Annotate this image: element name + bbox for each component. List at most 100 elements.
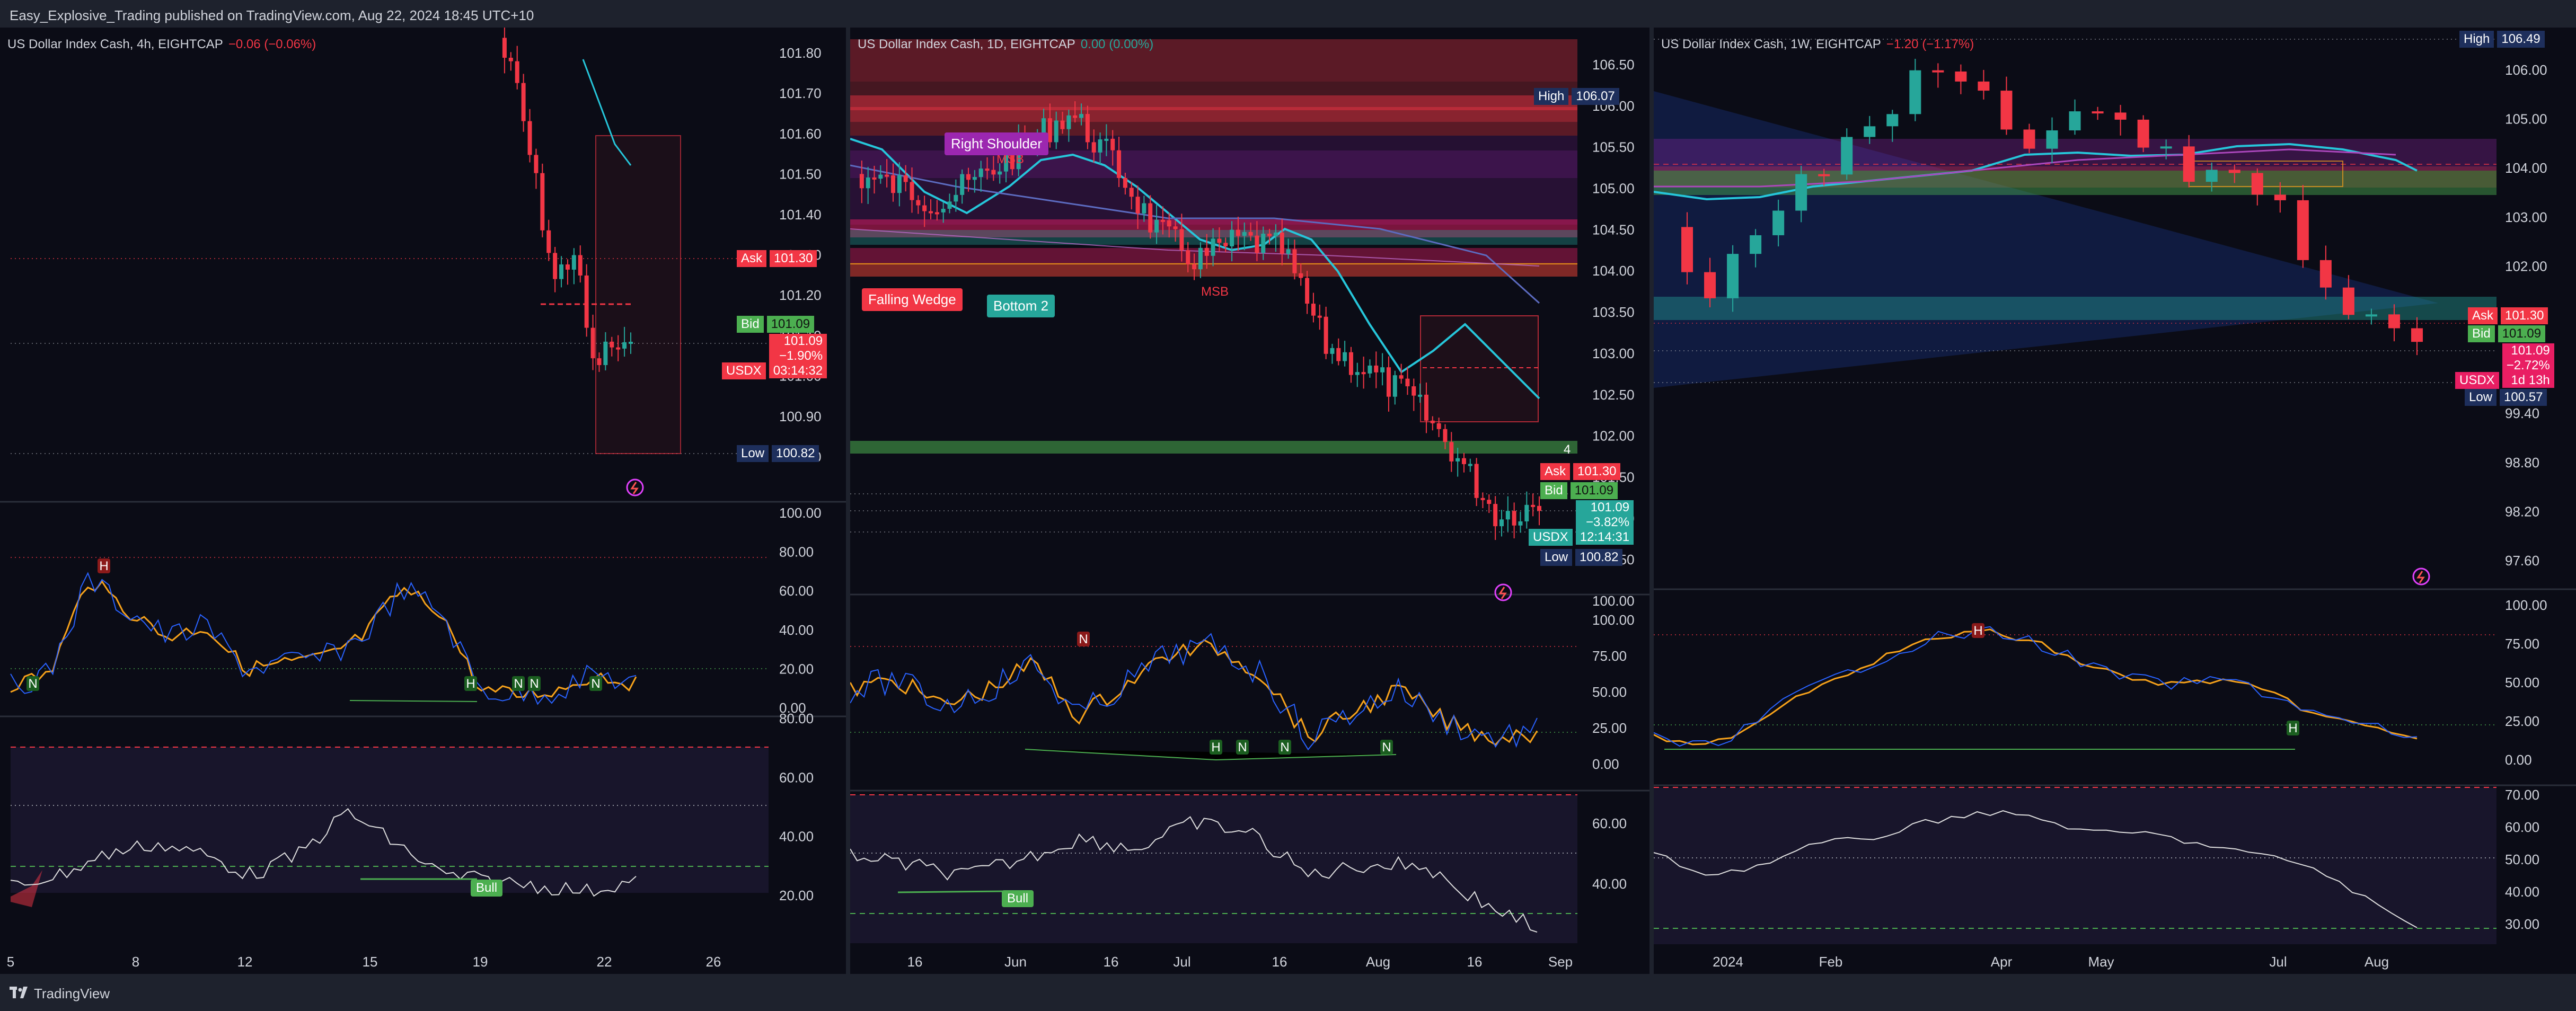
- price-axis-tick: 25.00: [1592, 720, 1627, 736]
- candle-body: [859, 174, 864, 189]
- rsi-signal-text: H: [2288, 721, 2297, 735]
- time-axis-tick: 15: [363, 954, 378, 970]
- candle-body: [521, 83, 526, 121]
- price-axis-tick: 70.00: [2505, 787, 2539, 803]
- time-axis-tick: 16: [907, 954, 923, 970]
- chart-canvas-4h[interactable]: 101.80101.70101.60101.50101.40101.30101.…: [0, 28, 846, 974]
- price-axis-tick: 106.00: [2505, 62, 2547, 78]
- candle-body: [1955, 71, 1967, 82]
- rsi-signal-text: N: [28, 677, 37, 691]
- chart-panel-1w[interactable]: 106.00105.00104.00103.00102.00101.00100.…: [1654, 28, 2576, 974]
- ask-price-label: Ask 101.30: [2468, 307, 2548, 324]
- price-axis-tick: 101.50: [779, 166, 822, 182]
- falling-wedge-label: Falling Wedge: [862, 288, 963, 311]
- chart-canvas-1d[interactable]: MSB MSB 106.50106.00105.50105.00104.5010…: [850, 28, 1649, 974]
- candle-body: [1909, 70, 1921, 114]
- candle-body: [2137, 119, 2149, 148]
- ask-price-label: Ask 101.30: [1540, 463, 1621, 480]
- candle-body: [1487, 500, 1492, 504]
- msb-label-2: MSB: [1201, 285, 1229, 299]
- candle-body: [1248, 232, 1253, 236]
- candle-body: [1186, 250, 1190, 264]
- symbol-legend[interactable]: US Dollar Index Cash, 4h, EIGHTCAP −0.06 …: [7, 37, 316, 52]
- candle-body: [1148, 203, 1153, 233]
- price-axis-tick: 99.40: [2505, 405, 2539, 421]
- rsi-signal-marker: [1236, 740, 1249, 755]
- rsi-signal-marker: [1077, 632, 1090, 646]
- price-axis-tick: 105.00: [2505, 111, 2547, 127]
- price-axis-tick: 40.00: [779, 829, 814, 845]
- time-axis-tick: 12: [237, 954, 253, 970]
- candle-body: [2023, 129, 2035, 149]
- rsi-signal-marker: [528, 676, 541, 691]
- candle-body: [616, 347, 621, 350]
- candle-body: [502, 38, 507, 58]
- brand-name: TradingView: [34, 986, 110, 1001]
- candle-body: [2092, 111, 2104, 114]
- candle-body: [2365, 314, 2377, 317]
- price-axis-tick: 104.00: [2505, 160, 2547, 176]
- candle-body: [954, 194, 958, 202]
- candle-body: [934, 212, 939, 215]
- price-axis-tick: 101.60: [779, 126, 822, 141]
- candle-body: [1317, 315, 1322, 318]
- rsi-signal-text: N: [1238, 740, 1247, 755]
- candle-body: [553, 253, 558, 279]
- time-axis-tick: Jul: [1173, 954, 1190, 970]
- rsi-signal-marker: [1972, 623, 1984, 638]
- price-axis-tick: 101.80: [779, 45, 822, 61]
- candle-body: [1772, 210, 1785, 235]
- bid-price-label: Bid 101.09: [1540, 482, 1618, 499]
- candle-body: [1142, 203, 1146, 214]
- candle-body: [1230, 229, 1234, 246]
- candle-body: [941, 209, 946, 212]
- price-axis-tick: 75.00: [1592, 648, 1627, 664]
- candle-body: [966, 174, 971, 180]
- bid-price-label: Bid 101.09: [737, 316, 815, 333]
- candle-body: [910, 182, 914, 200]
- price-axis-tick: 40.00: [779, 622, 814, 638]
- time-axis-tick: Jul: [2269, 954, 2287, 970]
- rsi-signal-text: N: [591, 677, 600, 691]
- symbol-legend[interactable]: US Dollar Index Cash, 1W, EIGHTCAP −1.20 …: [1661, 37, 1974, 52]
- chart-canvas-1w[interactable]: 106.00105.00104.00103.00102.00101.00100.…: [1654, 28, 2576, 974]
- candle-body: [1273, 232, 1278, 236]
- price-axis-tick: 50.00: [2505, 852, 2539, 867]
- price-axis-tick: 102.00: [1592, 428, 1635, 444]
- candle-body: [1361, 372, 1366, 375]
- candle-body: [1386, 367, 1391, 397]
- symbol-title: US Dollar Index Cash, 1W, EIGHTCAP: [1661, 37, 1881, 51]
- rsi-signal-marker: [1210, 740, 1222, 755]
- price-axis-tick: 100.00: [2505, 597, 2547, 613]
- candle-body: [1123, 178, 1127, 188]
- candle-body: [1060, 120, 1065, 129]
- candle-body: [1305, 278, 1310, 304]
- candle-body: [1399, 375, 1404, 379]
- high-price-label: High 106.07: [1534, 88, 1619, 105]
- price-axis-tick: 60.00: [779, 769, 814, 785]
- price-change: −1.20 (−1.17%): [1886, 37, 1974, 51]
- candle-body: [1474, 464, 1479, 498]
- candle-body: [1311, 304, 1316, 316]
- candle-body: [1418, 394, 1423, 397]
- rsi-signal-text: N: [1280, 740, 1289, 755]
- candle-body: [1449, 442, 1454, 462]
- alert-icon: [1494, 583, 1512, 601]
- publisher-text: Easy_Explosive_Trading published on Trad…: [10, 7, 534, 23]
- candle-body: [1524, 504, 1529, 521]
- price-change: 0.00 (0.00%): [1080, 37, 1154, 51]
- rsi-signal-text: N: [530, 677, 539, 691]
- candle-body: [2114, 112, 2127, 120]
- chart-panel-4h[interactable]: 101.80101.70101.60101.50101.40101.30101.…: [0, 28, 846, 974]
- candle-body: [1681, 227, 1693, 272]
- candle-body: [2000, 91, 2013, 130]
- price-axis-tick: 106.50: [1592, 57, 1635, 73]
- chart-panel-1d[interactable]: MSB MSB 106.50 106.00 105.50 105.00 104.50 10…: [850, 28, 1649, 974]
- candle-body: [2206, 170, 2218, 182]
- symbol-legend[interactable]: US Dollar Index Cash, 1D, EIGHTCAP 0.00 (…: [858, 37, 1153, 52]
- price-axis-tick: 98.20: [2505, 503, 2539, 519]
- candle-body: [885, 174, 889, 177]
- last-price-label: USDX101.09 −1.90% 03:14:32: [722, 334, 827, 379]
- candle-body: [1727, 254, 1739, 298]
- price-axis-tick: 20.00: [779, 888, 814, 903]
